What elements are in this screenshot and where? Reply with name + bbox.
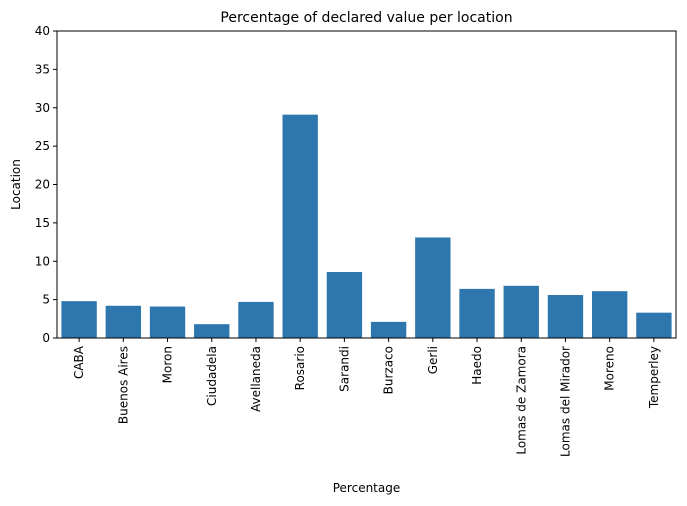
x-tick-label: Moreno xyxy=(603,346,617,391)
x-tick-label: Lomas del Mirador xyxy=(558,346,572,457)
bar-moron xyxy=(149,306,186,338)
bar-lomas-de-zamora xyxy=(503,285,539,338)
y-tick-label: 40 xyxy=(35,24,50,38)
x-tick-label: Buenos Aires xyxy=(116,346,130,424)
x-tick-label: Gerli xyxy=(426,346,440,374)
x-tick-label: Haedo xyxy=(470,346,484,385)
y-axis-label: Location xyxy=(9,159,23,210)
x-tick-label: Temperley xyxy=(647,346,661,409)
x-tick-label: Lomas de Zamora xyxy=(514,346,528,455)
y-tick-label: 10 xyxy=(35,254,50,268)
x-tick-label: CABA xyxy=(72,345,86,379)
bar-lomas-del-mirador xyxy=(547,295,584,338)
bar-rosario xyxy=(282,114,318,338)
bar-avellaneda xyxy=(238,301,274,338)
plot-frame xyxy=(56,30,677,339)
x-tick-label: Burzaco xyxy=(382,346,396,394)
x-axis-label: Percentage xyxy=(333,481,401,495)
bar-temperley xyxy=(636,312,672,338)
chart-title: Percentage of declared value per locatio… xyxy=(220,10,512,26)
bar-gerli xyxy=(415,237,451,338)
y-axis: 0 5 10 15 20 25 30 35 40 xyxy=(35,24,57,345)
x-tick-label: Moron xyxy=(161,346,175,383)
x-tick-label: Rosario xyxy=(293,346,307,390)
x-tick-label: Ciudadela xyxy=(205,346,219,406)
bar-buenos-aires xyxy=(105,305,142,338)
bars-group xyxy=(61,114,672,338)
x-axis: CABA Buenos Aires Moron Ciudadela Avellaneda… xyxy=(72,338,661,457)
y-tick-label: 20 xyxy=(35,178,50,192)
x-tick-label: Avellaneda xyxy=(249,346,263,412)
bar-ciudadela xyxy=(194,324,230,338)
bar-burzaco xyxy=(370,321,407,338)
bar-caba xyxy=(61,301,97,338)
y-tick-label: 25 xyxy=(35,139,50,153)
bar-sarandi xyxy=(326,271,363,338)
y-tick-label: 0 xyxy=(42,331,50,345)
y-tick-label: 5 xyxy=(42,293,50,307)
y-tick-label: 15 xyxy=(35,216,50,230)
x-tick-label: Sarandi xyxy=(337,346,351,392)
y-tick-label: 35 xyxy=(35,62,50,76)
y-tick-label: 30 xyxy=(35,101,50,115)
bar-moreno xyxy=(591,291,628,338)
bar-haedo xyxy=(459,288,495,338)
